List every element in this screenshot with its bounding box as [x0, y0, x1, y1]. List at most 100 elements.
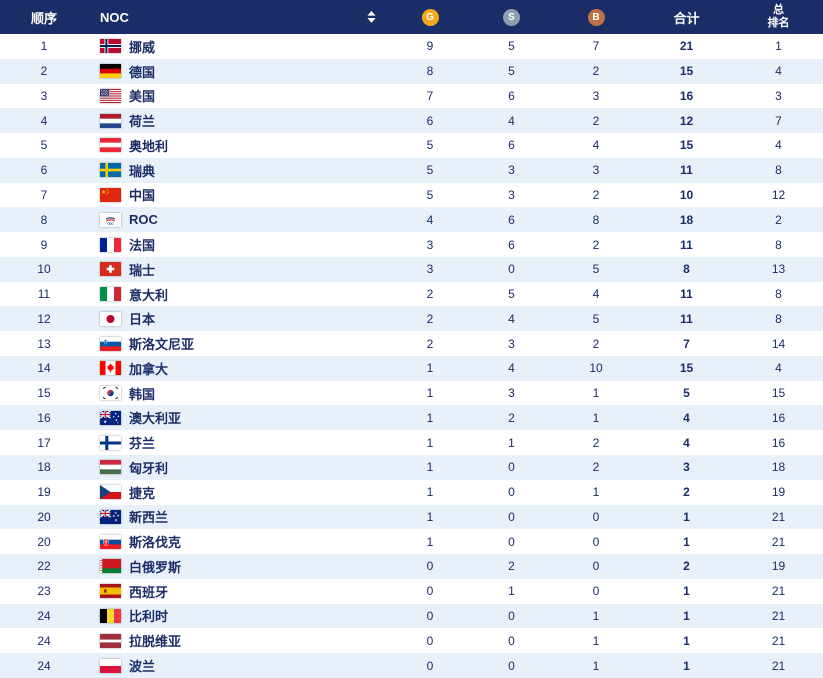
silver-count-cell: 0 — [508, 485, 515, 500]
overall-rank-cell: 16 — [771, 410, 786, 425]
table-row: 16 澳大利亚 1 2 1 4 16 — [0, 405, 823, 431]
total-cell: 15 — [679, 361, 694, 376]
header-silver[interactable]: S — [470, 0, 553, 34]
noc-name: 美国 — [129, 89, 156, 105]
flag-belarus-icon — [100, 559, 121, 574]
gold-count-cell: 0 — [426, 658, 434, 673]
header-noc-label: NOC — [100, 9, 129, 25]
table-row: 5 奥地利 5 6 4 15 4 — [0, 133, 823, 158]
flag-slovakia-icon — [100, 534, 121, 549]
gold-count-cell: 1 — [426, 509, 434, 524]
flag-usa-icon — [100, 88, 121, 103]
table-row: 24 拉脱维亚 0 0 1 1 21 — [0, 628, 823, 654]
noc-name: 匈牙利 — [129, 460, 169, 476]
gold-count-cell: 2 — [426, 336, 434, 351]
overall-rank-cell: 21 — [771, 658, 786, 673]
noc-name: 日本 — [129, 312, 156, 328]
silver-count-cell: 5 — [508, 64, 515, 79]
table-row: 14 加拿大 1 4 10 15 4 — [0, 355, 823, 381]
flag-slovenia-icon — [100, 336, 121, 351]
table-row: 17 芬兰 1 1 2 4 16 — [0, 430, 823, 456]
header-bronze[interactable]: B — [553, 0, 639, 34]
header-overall-rank: 总 排名 — [734, 0, 823, 34]
rank-cell: 19 — [37, 485, 51, 500]
bronze-count-cell: 5 — [592, 262, 600, 277]
rank-cell: 15 — [37, 386, 51, 401]
table-row: 15 韩国 1 3 1 5 15 — [0, 380, 823, 406]
gold-count-cell: 1 — [426, 361, 434, 376]
overall-rank-cell: 8 — [775, 311, 782, 326]
silver-count-cell: 6 — [508, 138, 515, 153]
flag-france-icon — [100, 237, 121, 252]
noc-cell: 中国 — [88, 183, 390, 208]
header-noc[interactable]: NOC — [88, 0, 390, 34]
silver-count-cell: 0 — [508, 658, 515, 673]
rank-cell: 2 — [40, 64, 48, 79]
table-row: 11 意大利 2 5 4 11 8 — [0, 281, 823, 307]
silver-count-cell: 3 — [508, 336, 515, 351]
bronze-count-cell: 3 — [592, 163, 600, 178]
overall-rank-cell: 12 — [771, 187, 786, 202]
flag-roc-icon — [100, 212, 121, 227]
sort-icon[interactable] — [367, 11, 376, 23]
flag-austria-icon — [100, 138, 121, 153]
total-cell: 21 — [679, 39, 694, 54]
overall-rank-cell: 15 — [771, 386, 786, 401]
bronze-count-cell: 1 — [592, 386, 600, 401]
rank-cell: 5 — [40, 138, 48, 153]
noc-cell: 西班牙 — [88, 579, 390, 604]
silver-medal-icon: S — [503, 9, 520, 26]
overall-rank-cell: 19 — [771, 485, 786, 500]
rank-cell: 20 — [37, 509, 51, 524]
rank-cell: 10 — [37, 262, 51, 277]
silver-count-cell: 6 — [508, 237, 515, 252]
silver-count-cell: 3 — [508, 187, 515, 202]
overall-rank-cell: 4 — [775, 138, 782, 153]
silver-count-cell: 4 — [508, 311, 515, 326]
flag-belgium-icon — [100, 608, 121, 623]
rank-cell: 1 — [40, 39, 48, 54]
table-row: 8 ROC 4 6 8 18 2 — [0, 207, 823, 233]
header-overall-rank-line2: 排名 — [767, 17, 790, 29]
noc-name: 白俄罗斯 — [129, 559, 182, 575]
overall-rank-cell: 21 — [771, 584, 786, 599]
table-header-row: 顺序 NOC G S B 合计 总 排名 — [0, 0, 823, 34]
gold-count-cell: 7 — [426, 88, 434, 103]
overall-rank-cell: 4 — [775, 361, 782, 376]
gold-count-cell: 6 — [426, 113, 434, 128]
table-row: 20 斯洛伐克 1 0 0 1 21 — [0, 529, 823, 555]
total-cell: 11 — [680, 163, 693, 178]
noc-cell: 荷兰 — [88, 108, 390, 133]
table-row: 23 西班牙 0 1 0 1 21 — [0, 578, 823, 604]
rank-cell: 9 — [40, 237, 48, 252]
header-rank-label: 顺序 — [30, 10, 57, 26]
overall-rank-cell: 8 — [775, 237, 782, 252]
bronze-count-cell: 0 — [592, 584, 600, 599]
bronze-count-cell: 0 — [592, 559, 600, 574]
table-row: 6 瑞典 5 3 3 11 8 — [0, 157, 823, 183]
rank-cell: 22 — [37, 559, 51, 574]
overall-rank-cell: 7 — [775, 113, 782, 128]
noc-cell: 斯洛文尼亚 — [88, 331, 390, 356]
noc-name: 奥地利 — [129, 138, 169, 154]
rank-cell: 3 — [40, 88, 48, 103]
table-row: 2 德国 8 5 2 15 4 — [0, 58, 823, 84]
bronze-count-cell: 1 — [592, 658, 600, 673]
bronze-count-cell: 3 — [592, 88, 600, 103]
overall-rank-cell: 16 — [771, 435, 786, 450]
gold-count-cell: 3 — [426, 262, 434, 277]
table-row: 18 匈牙利 1 0 2 3 18 — [0, 455, 823, 480]
total-cell: 1 — [683, 534, 690, 549]
bronze-count-cell: 4 — [592, 138, 600, 153]
total-cell: 11 — [680, 311, 693, 326]
header-gold[interactable]: G — [390, 0, 470, 34]
overall-rank-cell: 4 — [775, 64, 782, 79]
noc-name: 波兰 — [129, 659, 156, 675]
table-row: 9 法国 3 6 2 11 8 — [0, 232, 823, 257]
total-cell: 8 — [683, 262, 690, 277]
gold-count-cell: 0 — [426, 584, 434, 599]
flag-hungary-icon — [100, 460, 121, 475]
noc-name: 挪威 — [129, 39, 156, 55]
silver-count-cell: 4 — [508, 113, 515, 128]
noc-cell: 美国 — [88, 84, 390, 109]
